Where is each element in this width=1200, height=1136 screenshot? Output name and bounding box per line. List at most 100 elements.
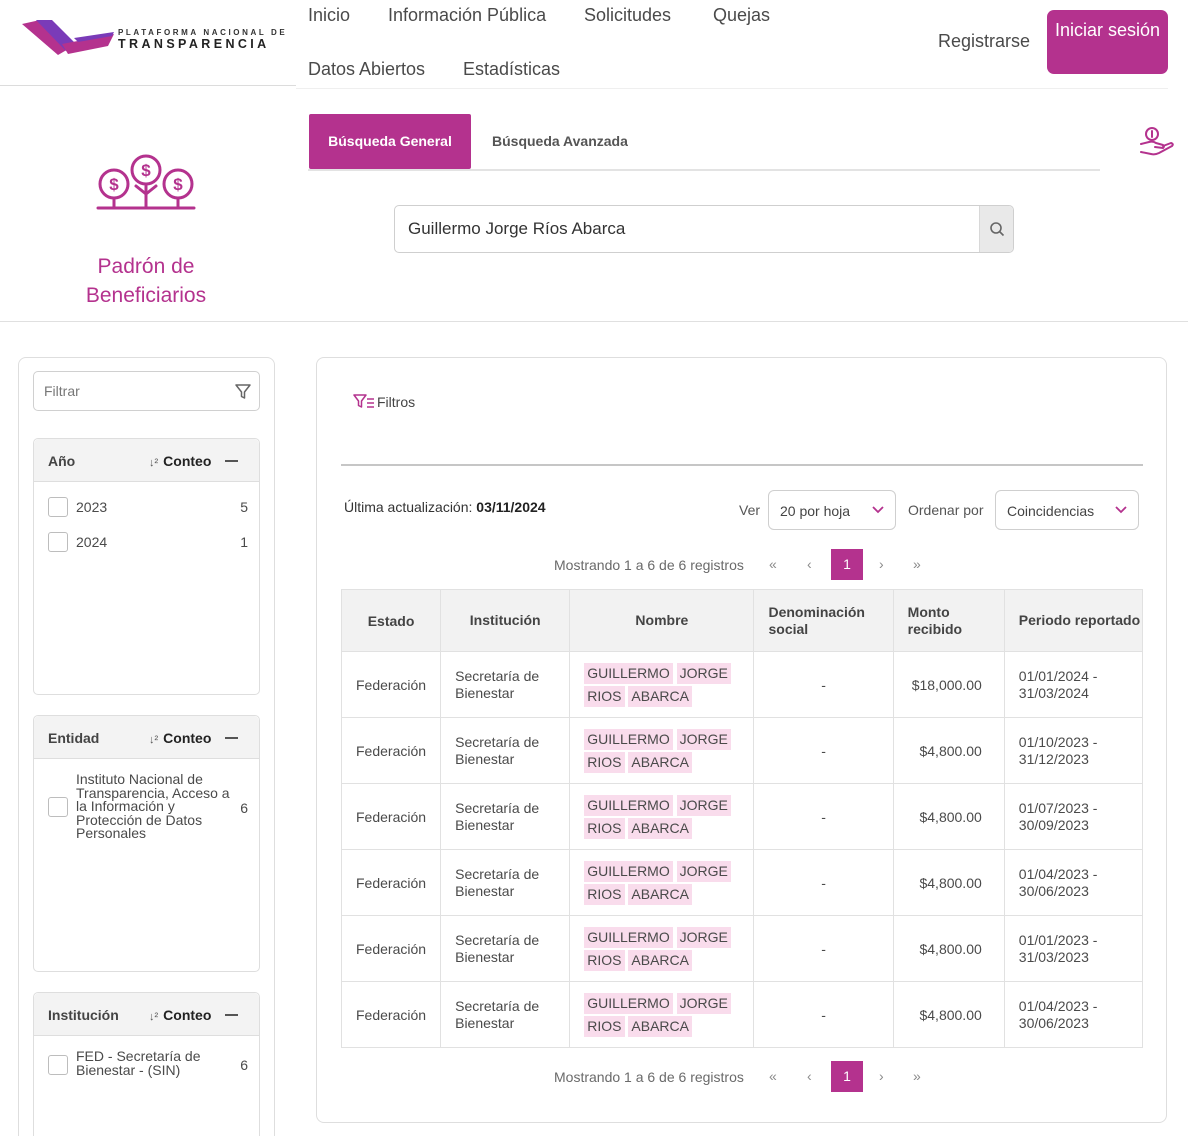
order-select[interactable]: Coincidencias — [995, 490, 1139, 530]
first-page-icon[interactable]: « — [769, 1068, 777, 1084]
search-input[interactable] — [395, 206, 981, 252]
cell-nombre: GUILLERMO JORGE RIOS ABARCA — [569, 915, 755, 982]
per-page-value: 20 por hoja — [780, 503, 851, 519]
table-row[interactable]: Federación Secretaría de Bienestar GUILL… — [340, 981, 1144, 1048]
prev-page-icon[interactable]: ‹ — [807, 1068, 812, 1084]
checkbox[interactable] — [48, 497, 68, 517]
col-periodo[interactable]: Periodo reportado — [1003, 589, 1144, 652]
nav-inicio[interactable]: Inicio — [308, 5, 351, 25]
facet-item[interactable]: 2024 1 — [48, 532, 248, 554]
facet-item[interactable]: 2023 5 — [48, 497, 248, 519]
pagination-info: Mostrando 1 a 6 de 6 registros — [554, 1069, 744, 1085]
facet-item-label: 2024 — [76, 534, 108, 550]
tabs-divider — [308, 169, 1100, 171]
facet-anio: Año ↓² Conteo 2023 5 2024 1 — [33, 438, 260, 695]
current-page-button[interactable]: 1 — [831, 549, 863, 580]
last-updated-value: 03/11/2024 — [476, 499, 546, 515]
per-page-select[interactable]: 20 por hoja — [768, 490, 896, 530]
table-row[interactable]: Federación Secretaría de Bienestar GUILL… — [340, 717, 1144, 784]
search-button[interactable] — [979, 206, 1013, 252]
name-highlight: RIOS — [584, 685, 625, 707]
name-highlight: GUILLERMO — [584, 926, 673, 948]
next-page-icon[interactable]: › — [879, 556, 884, 572]
pagination-bottom: Mostrando 1 a 6 de 6 registros « ‹ 1 › » — [553, 1061, 943, 1093]
name-highlight: ABARCA — [628, 685, 692, 707]
collapse-icon[interactable] — [225, 737, 238, 739]
pnt-logo[interactable]: PLATAFORMA NACIONAL DE TRANSPARENCIA — [22, 18, 285, 58]
sort-label: Conteo — [163, 453, 212, 469]
name-highlight: JORGE — [676, 860, 731, 882]
checkbox[interactable] — [48, 532, 68, 552]
search-bar — [394, 205, 1014, 253]
col-monto[interactable]: Monto recibido — [892, 589, 1005, 652]
cell-monto: $4,800.00 — [892, 849, 1005, 916]
name-highlight: JORGE — [676, 662, 731, 684]
checkbox[interactable] — [48, 1055, 68, 1075]
tab-busqueda-general[interactable]: Búsqueda General — [309, 114, 471, 169]
col-institucion[interactable]: Institución — [440, 589, 571, 652]
col-denominacion[interactable]: Denominación social — [753, 589, 894, 652]
name-highlight: RIOS — [584, 817, 625, 839]
per-page-label: Ver — [739, 502, 761, 518]
login-button[interactable]: Iniciar sesión — [1047, 10, 1168, 74]
filter-list-icon — [353, 394, 374, 408]
first-page-icon[interactable]: « — [769, 556, 777, 572]
cell-nombre: GUILLERMO JORGE RIOS ABARCA — [569, 651, 755, 718]
nav-estadisticas[interactable]: Estadísticas — [463, 59, 561, 79]
table-row[interactable]: Federación Secretaría de Bienestar GUILL… — [340, 849, 1144, 916]
nav-solicitudes[interactable]: Solicitudes — [584, 5, 672, 25]
name-highlight: JORGE — [676, 794, 731, 816]
name-highlight: ABARCA — [628, 817, 692, 839]
cell-periodo: 01/04/2023 - 30/06/2023 — [1003, 849, 1144, 916]
last-updated-label: Última actualización: — [344, 499, 473, 515]
chevron-down-icon — [1115, 506, 1127, 514]
col-estado[interactable]: Estado — [340, 589, 442, 652]
hand-money-icon[interactable] — [1139, 126, 1175, 161]
filter-input[interactable] — [34, 372, 224, 410]
sort-label: Conteo — [163, 730, 212, 746]
cell-denominacion: - — [753, 783, 894, 850]
current-page-button[interactable]: 1 — [831, 1061, 863, 1092]
cell-denominacion: - — [753, 651, 894, 718]
cell-estado: Federación — [340, 717, 442, 784]
table-row[interactable]: Federación Secretaría de Bienestar GUILL… — [340, 783, 1144, 850]
table-row[interactable]: Federación Secretaría de Bienestar GUILL… — [340, 651, 1144, 718]
facet-sort-button[interactable]: ↓² Conteo — [149, 453, 211, 469]
name-highlight: ABARCA — [628, 883, 692, 905]
register-link[interactable]: Registrarse — [938, 31, 1031, 51]
facet-item[interactable]: Instituto Nacional de Transparencia, Acc… — [48, 772, 248, 843]
cell-nombre: GUILLERMO JORGE RIOS ABARCA — [569, 783, 755, 850]
name-highlight: GUILLERMO — [584, 860, 673, 882]
last-page-icon[interactable]: » — [913, 1068, 921, 1084]
svg-text:$: $ — [109, 175, 119, 194]
sort-icon: ↓² — [149, 457, 159, 469]
name-highlight: RIOS — [584, 949, 625, 971]
facet-item[interactable]: FED - Secretaría de Bienestar - (SIN) 6 — [48, 1049, 248, 1080]
nav-quejas[interactable]: Quejas — [713, 5, 771, 25]
pagination-top: Mostrando 1 a 6 de 6 registros « ‹ 1 › » — [553, 549, 943, 581]
cell-monto: $4,800.00 — [892, 981, 1005, 1048]
nav-informacion-publica[interactable]: Información Pública — [388, 5, 547, 25]
checkbox[interactable] — [48, 797, 68, 817]
search-icon — [990, 222, 1005, 237]
facet-header: Entidad ↓² Conteo — [34, 716, 259, 759]
order-label: Ordenar por — [908, 502, 984, 518]
last-page-icon[interactable]: » — [913, 556, 921, 572]
prev-page-icon[interactable]: ‹ — [807, 556, 812, 572]
table-row[interactable]: Federación Secretaría de Bienestar GUILL… — [340, 915, 1144, 982]
money-trees-icon: $ $ $ — [94, 150, 198, 217]
filters-button[interactable]: Filtros — [353, 393, 415, 411]
name-highlight: ABARCA — [628, 949, 692, 971]
next-page-icon[interactable]: › — [879, 1068, 884, 1084]
logo-line-1: PLATAFORMA NACIONAL DE — [118, 28, 288, 37]
collapse-icon[interactable] — [225, 1014, 238, 1016]
collapse-icon[interactable] — [225, 460, 238, 462]
name-highlight: JORGE — [676, 992, 731, 1014]
tab-busqueda-avanzada[interactable]: Búsqueda Avanzada — [492, 133, 628, 149]
nav-datos-abiertos[interactable]: Datos Abiertos — [308, 59, 426, 79]
facet-sort-button[interactable]: ↓² Conteo — [149, 730, 211, 746]
name-highlight: JORGE — [676, 728, 731, 750]
facet-sort-button[interactable]: ↓² Conteo — [149, 1007, 211, 1023]
table-header-row: Estado Institución Nombre Denominación s… — [340, 589, 1144, 652]
col-nombre[interactable]: Nombre — [569, 589, 755, 652]
